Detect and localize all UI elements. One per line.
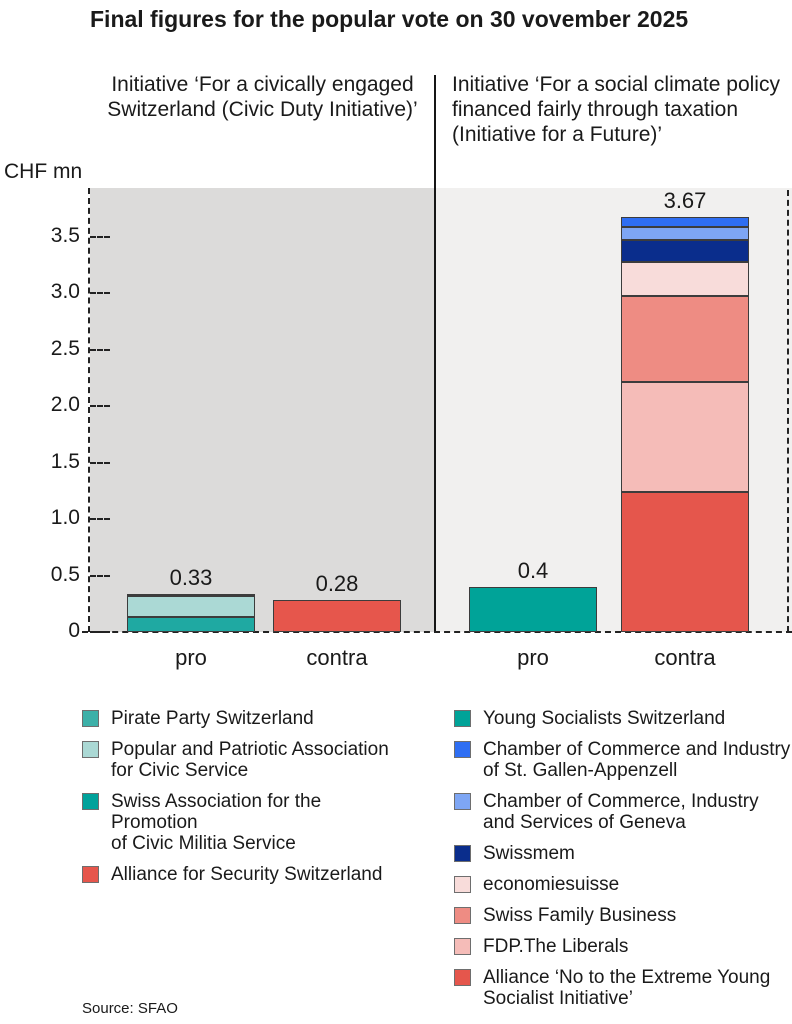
- y-tick-mark: [90, 461, 110, 464]
- panel-right-subtitle-line: (Initiative for a Future)’: [452, 123, 663, 146]
- y-tick-label-1.5: 1.5: [50, 449, 80, 473]
- legend-label: Chamber of Commerce, Industry and Service…: [483, 791, 759, 833]
- legend-swatch: [454, 969, 471, 986]
- legend-swatch: [454, 938, 471, 955]
- legend-label: FDP.The Liberals: [483, 936, 629, 957]
- legend-label: Chamber of Commerce and Industry of St. G…: [483, 739, 791, 781]
- legend-label: Young Socialists Switzerland: [483, 708, 726, 729]
- legend-item-popular-and-patriotic-association-for-civic-service: Popular and Patriotic Association for Civ…: [82, 739, 412, 781]
- legend-column-left: Pirate Party Switzerland Popular and Patr…: [82, 708, 412, 885]
- y-tick-label-2.5: 2.5: [50, 336, 80, 360]
- x-axis-baseline: [82, 631, 792, 633]
- legend-swatch: [454, 907, 471, 924]
- legend-item-swiss-family-business: Swiss Family Business: [454, 905, 792, 926]
- y-tick-mark: [90, 292, 110, 294]
- legend-label: Alliance ‘No to the Extreme Young Sociali…: [483, 967, 771, 1009]
- panel-left-subtitle-line: Initiative ‘For a civically engaged: [111, 73, 414, 96]
- y-tick-label-3.0: 3.0: [50, 280, 80, 303]
- x-axis-label-contra-0: contra: [306, 645, 368, 670]
- y-tick-label-0.5: 0.5: [50, 562, 80, 586]
- y-tick-label-2.0: 2.0: [50, 393, 80, 416]
- legend-swatch: [82, 710, 99, 727]
- y-axis-line: [88, 188, 90, 632]
- y-tick-mark: [90, 405, 110, 407]
- legend-item-alliance-no-to-the-extreme-young-socialist-initiative: Alliance ‘No to the Extreme Young Sociali…: [454, 967, 792, 1009]
- bar-segment-pirate-party-switzerland: [127, 616, 255, 632]
- y-tick-label-3.5: 3.5: [50, 223, 80, 247]
- y-tick-mark: [90, 574, 110, 577]
- legend-swatch: [454, 741, 471, 758]
- legend-label: Swiss Family Business: [483, 905, 677, 926]
- bar-value-label-pro-1: 0.4: [517, 557, 549, 583]
- panel-left-subtitle: Initiative ‘For a civically engaged Swit…: [90, 72, 435, 122]
- legend-label: Swissmem: [483, 843, 575, 864]
- bar-segment-young-socialists-switzerland: [469, 586, 597, 632]
- bar-value-label-pro-0: 0.33: [169, 565, 213, 591]
- legend-item-pirate-party-switzerland: Pirate Party Switzerland: [82, 708, 412, 729]
- x-axis-label-contra-1: contra: [654, 645, 716, 670]
- legend-item-swiss-association-for-the-promotion-of-civic-militia-service: Swiss Association for the Promotion of Ci…: [82, 791, 412, 854]
- legend-label: Swiss Association for the Promotion of Ci…: [111, 791, 322, 854]
- panel-right-subtitle-line: financed fairly through taxation: [452, 98, 739, 121]
- y-tick-mark: [90, 235, 110, 238]
- bar-segment-economiesuisse: [621, 262, 749, 297]
- panel-divider-line: [434, 75, 436, 632]
- bar-segment-swiss-family-business: [621, 296, 749, 383]
- y-tick-label-1.0: 1.0: [50, 506, 80, 529]
- legend-item-young-socialists-switzerland: Young Socialists Switzerland: [454, 708, 792, 729]
- legend-label: Alliance for Security Switzerland: [111, 864, 383, 885]
- bar-segment-chamber-of-commerce-industry-and-services-of-geneva: [621, 227, 749, 240]
- y-tick-mark: [90, 348, 110, 351]
- bar-segment-chamber-of-commerce-and-industry-of-st-gallen-appenzell: [621, 217, 749, 228]
- bar-value-label-contra-0: 0.28: [315, 571, 359, 597]
- bar-segment-swiss-association-for-the-promotion-of-civic-militia-service: [127, 594, 255, 597]
- bar-segment-alliance-for-security-switzerland: [273, 600, 401, 632]
- x-axis-label-pro-0: pro: [175, 645, 207, 670]
- chart-title: Final figures for the popular vote on 30…: [90, 6, 689, 32]
- legend-swatch: [82, 741, 99, 758]
- bar-segment-alliance-no-to-the-extreme-young-socialist-initiative: [621, 491, 749, 632]
- y-axis-unit-label: CHF mn: [4, 160, 83, 183]
- legend-item-chamber-of-commerce-and-industry-of-st-gallen-appenzell: Chamber of Commerce and Industry of St. G…: [454, 739, 792, 781]
- legend-label: economiesuisse: [483, 874, 620, 895]
- legend-swatch: [454, 845, 471, 862]
- legend-column-right: Young Socialists Switzerland Chamber of C…: [454, 708, 792, 1009]
- x-axis-label-pro-1: pro: [517, 645, 549, 670]
- panel-right-subtitle: Initiative ‘For a social climate policy …: [452, 72, 792, 147]
- bar-segment-popular-and-patriotic-association-for-civic-service: [127, 596, 255, 617]
- legend-swatch: [82, 793, 99, 810]
- right-frame-line: [787, 190, 789, 632]
- legend-item-alliance-for-security-switzerland: Alliance for Security Switzerland: [82, 864, 412, 885]
- legend-swatch: [454, 876, 471, 893]
- bar-segment-fdp-the-liberals: [621, 382, 749, 492]
- legend-swatch: [454, 710, 471, 727]
- y-tick-label-0: 0: [68, 619, 80, 642]
- legend-label: Popular and Patriotic Association for Civ…: [111, 739, 389, 781]
- legend-item-fdp-the-liberals: FDP.The Liberals: [454, 936, 792, 957]
- legend-item-swissmem: Swissmem: [454, 843, 792, 864]
- source-note: Source: SFAO: [82, 1000, 178, 1017]
- panel-left-plot-area: [90, 188, 435, 632]
- legend-swatch: [82, 866, 99, 883]
- legend-item-chamber-of-commerce-industry-and-services-of-geneva: Chamber of Commerce, Industry and Service…: [454, 791, 792, 833]
- legend-item-economiesuisse: economiesuisse: [454, 874, 792, 895]
- y-tick-mark: [90, 518, 110, 520]
- legend-swatch: [454, 793, 471, 810]
- y-tick-mark: [90, 631, 110, 633]
- legend-label: Pirate Party Switzerland: [111, 708, 314, 729]
- panel-left-subtitle-line: Switzerland (Civic Duty Initiative)’: [107, 98, 418, 121]
- panel-right-subtitle-line: Initiative ‘For a social climate policy: [452, 73, 780, 96]
- bar-segment-swissmem: [621, 239, 749, 263]
- bar-value-label-contra-1: 3.67: [663, 188, 707, 214]
